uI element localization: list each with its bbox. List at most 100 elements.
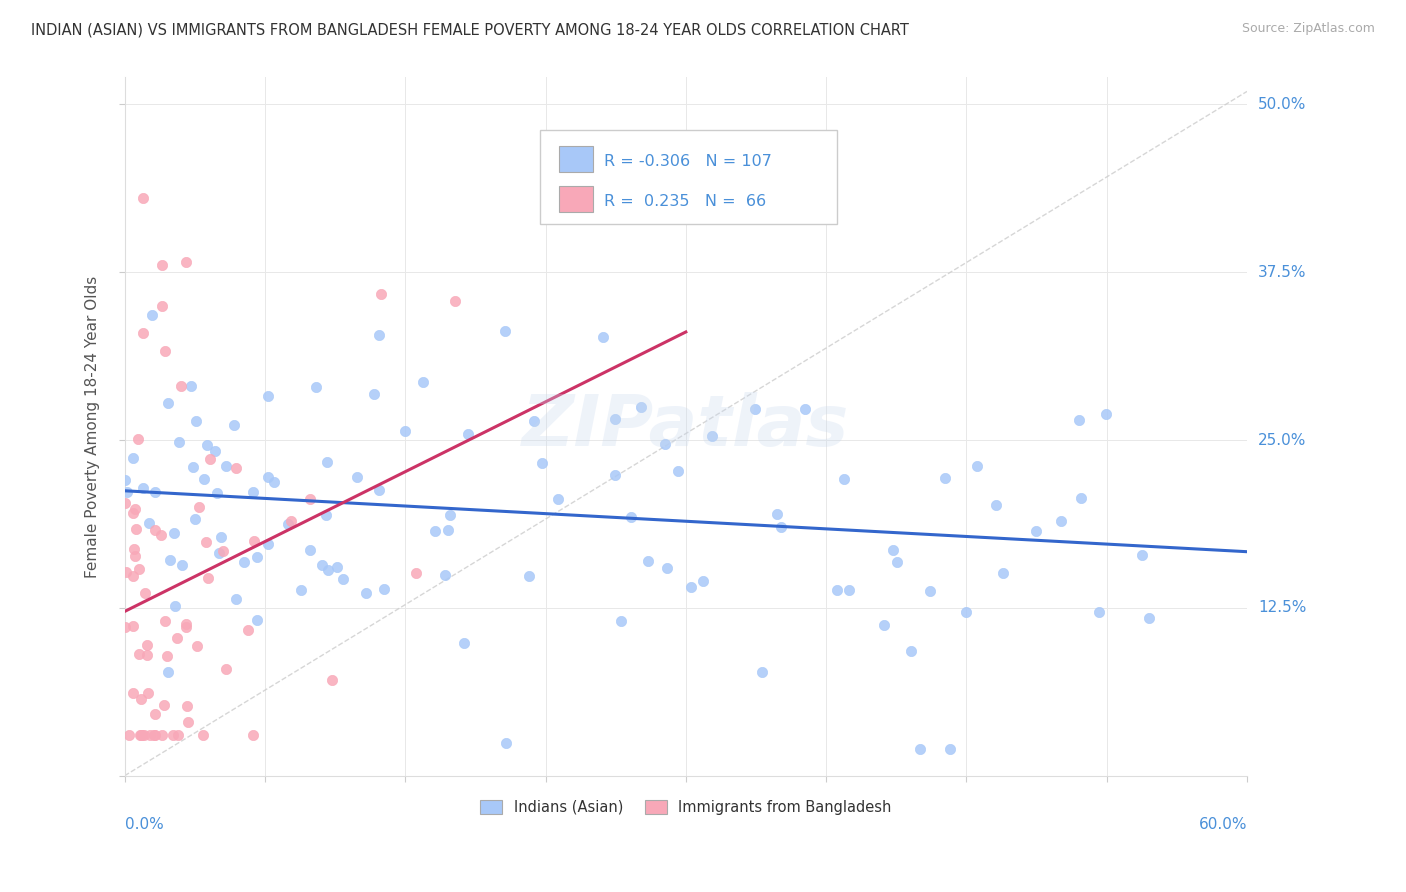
Point [692,574,714,589]
Point [156,665,179,679]
Point [180,379,202,393]
Point [117,485,139,500]
Point [129,692,152,706]
Point [523,414,546,428]
Point [141,308,163,322]
Point [886,555,908,569]
Point [280,514,302,528]
Point [174,620,197,634]
Point [655,560,678,574]
Y-axis label: Female Poverty Among 18-24 Year Olds: Female Poverty Among 18-24 Year Olds [86,276,100,578]
Text: 50.0%: 50.0% [1258,97,1306,112]
Point [124,522,146,536]
Point [1087,605,1109,619]
Point [243,534,266,549]
Point [124,549,146,563]
Point [204,444,226,458]
Point [654,437,676,451]
Point [191,728,214,742]
Point [186,414,208,428]
Point [311,558,333,572]
Point [257,470,280,484]
Point [1025,524,1047,538]
Point [934,471,956,485]
Point [143,728,166,742]
Point [132,326,155,340]
Point [197,571,219,585]
Point [150,299,173,313]
Point [991,566,1014,580]
Point [332,572,354,586]
Text: Source: ZipAtlas.com: Source: ZipAtlas.com [1241,22,1375,36]
Point [872,618,894,632]
Point [495,736,517,750]
Point [150,259,173,273]
Point [195,535,218,549]
Point [242,728,264,742]
Point [212,543,235,558]
Point [394,424,416,438]
Point [939,742,962,756]
Point [115,565,138,579]
Point [122,619,145,633]
Point [225,461,247,475]
Point [766,507,789,521]
Point [132,728,155,742]
Point [955,605,977,619]
Point [531,456,554,470]
Point [354,586,377,600]
Text: R =  0.235   N =  66: R = 0.235 N = 66 [605,194,766,209]
Point [770,520,793,534]
Text: 12.5%: 12.5% [1258,600,1306,615]
Point [114,496,136,510]
Point [208,546,231,560]
Point [298,492,321,507]
Point [163,526,186,541]
Point [215,662,238,676]
Point [610,614,633,628]
Text: 0.0%: 0.0% [125,817,163,832]
Point [405,566,427,581]
Point [437,523,460,537]
Point [118,728,141,742]
Point [128,728,150,742]
Point [305,380,328,394]
Point [666,464,689,478]
Point [457,427,479,442]
Point [794,401,817,416]
Point [143,707,166,722]
Point [129,728,152,742]
Point [412,375,434,389]
Point [277,517,299,532]
Point [373,582,395,596]
Point [908,742,931,756]
FancyBboxPatch shape [560,145,593,171]
Point [316,455,339,469]
Legend: Indians (Asian), Immigrants from Bangladesh: Indians (Asian), Immigrants from Banglad… [474,794,897,821]
Point [134,586,156,600]
Point [370,287,392,301]
Point [150,728,173,742]
Point [170,558,193,573]
Point [494,324,516,338]
Point [1067,412,1090,426]
Point [325,560,347,574]
Point [152,698,174,713]
Point [122,451,145,466]
Point [453,636,475,650]
Point [186,640,208,654]
Point [700,429,723,443]
Point [184,511,207,525]
Point [751,665,773,679]
Point [825,583,848,598]
Point [132,481,155,495]
Point [181,460,204,475]
Point [176,699,198,714]
Point [198,452,221,467]
Point [114,473,136,487]
Point [170,379,193,393]
Point [423,524,446,538]
Point [166,631,188,645]
Point [163,599,186,613]
Point [127,432,149,446]
